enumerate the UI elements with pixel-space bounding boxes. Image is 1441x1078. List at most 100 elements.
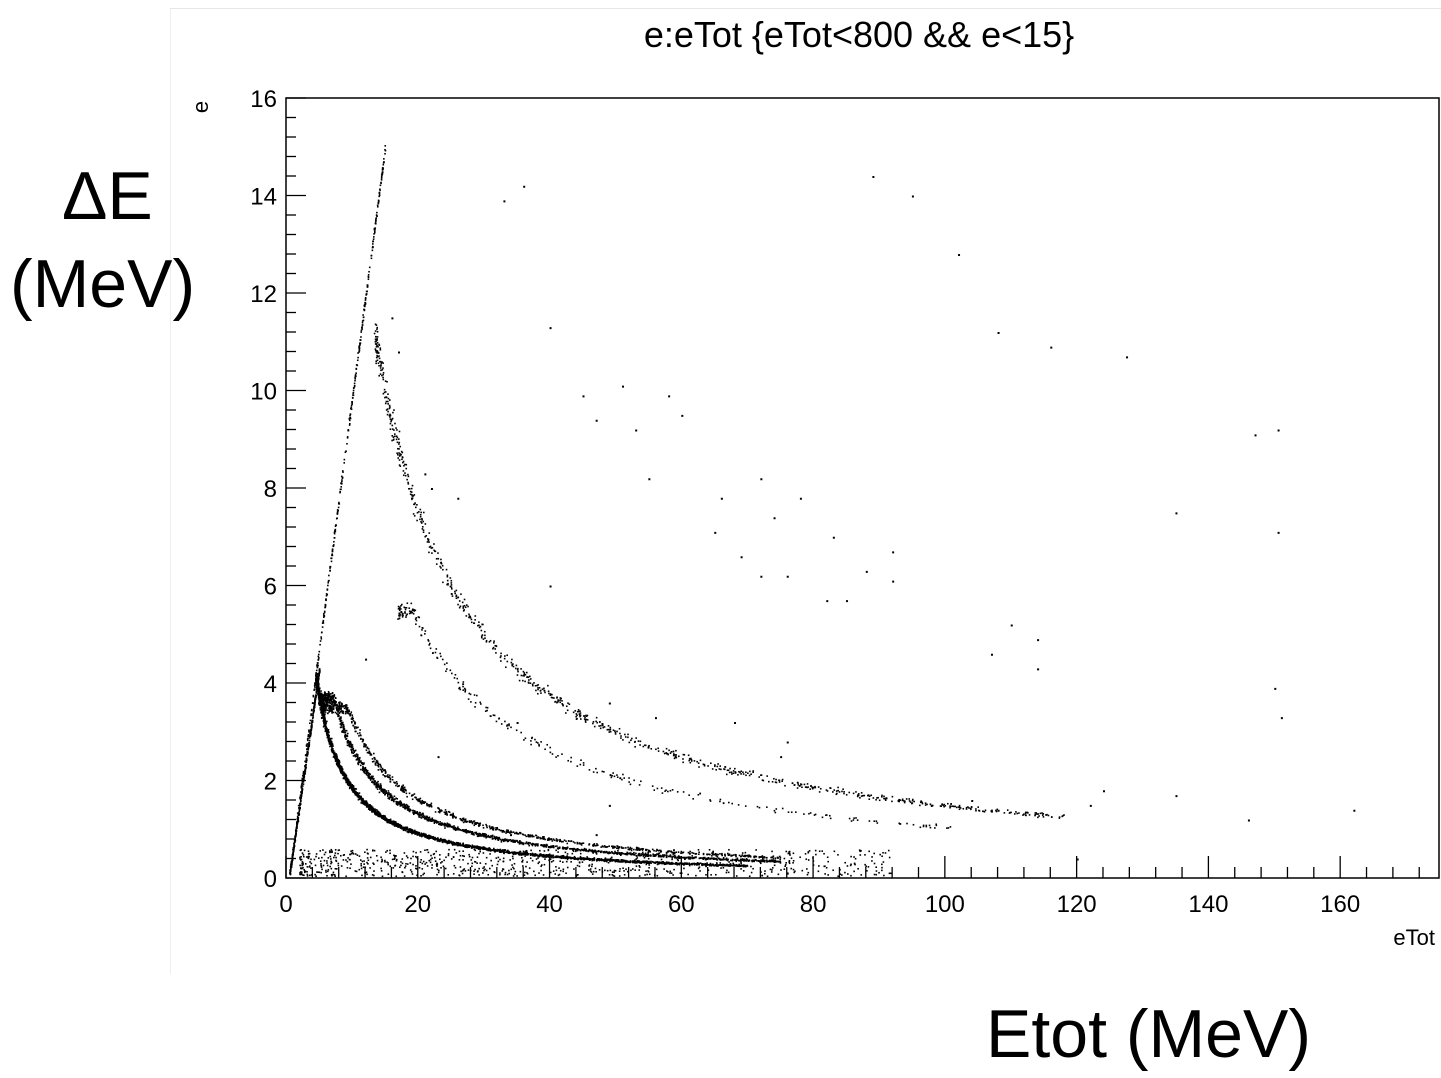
data-point — [609, 859, 611, 861]
data-point — [729, 859, 732, 862]
data-point — [339, 723, 342, 725]
data-point — [404, 807, 407, 809]
data-point — [763, 860, 766, 863]
data-point — [384, 145, 387, 147]
data-point — [474, 831, 476, 834]
data-point — [420, 803, 423, 805]
data-point — [495, 837, 498, 839]
data-point — [360, 796, 362, 799]
data-point — [676, 863, 679, 866]
data-point — [723, 863, 726, 866]
data-point — [300, 793, 303, 796]
data-point — [289, 873, 292, 876]
data-point — [353, 787, 356, 790]
data-point — [387, 790, 390, 792]
data-point — [330, 560, 333, 563]
data-point — [453, 843, 455, 846]
data-point — [607, 858, 609, 861]
data-point — [304, 769, 306, 772]
data-point — [382, 792, 385, 794]
data-point — [301, 785, 304, 787]
data-point — [319, 700, 321, 703]
data-point — [337, 765, 340, 768]
data-point — [650, 860, 652, 863]
data-point — [342, 774, 345, 776]
data-point — [320, 699, 323, 701]
data-point — [352, 785, 355, 788]
data-point — [511, 851, 514, 854]
data-point — [375, 214, 378, 217]
data-point — [320, 637, 323, 640]
data-point — [640, 854, 643, 857]
data-point — [432, 838, 435, 840]
data-point — [372, 246, 374, 249]
data-point — [690, 863, 692, 866]
data-point — [380, 786, 382, 788]
data-point — [349, 417, 352, 420]
data-point — [337, 509, 340, 512]
data-point — [636, 862, 638, 864]
data-point — [300, 795, 303, 798]
data-point — [324, 725, 326, 727]
data-point — [334, 754, 337, 756]
data-point — [296, 824, 298, 827]
data-point — [300, 799, 302, 802]
data-point — [295, 826, 298, 829]
data-point — [637, 861, 639, 863]
data-point — [400, 802, 402, 804]
data-point — [493, 847, 495, 850]
data-point — [363, 304, 366, 307]
data-point — [397, 802, 399, 804]
data-point — [646, 861, 648, 864]
data-point — [329, 743, 332, 745]
data-point — [355, 364, 358, 366]
data-point — [330, 696, 333, 699]
data-point — [339, 488, 342, 491]
data-point — [306, 748, 308, 751]
data-point — [307, 747, 309, 750]
data-point — [566, 846, 569, 849]
data-point — [358, 794, 360, 797]
data-point — [677, 862, 680, 865]
data-point — [296, 820, 299, 823]
data-point — [349, 742, 352, 745]
data-point — [333, 540, 335, 543]
data-point — [536, 844, 539, 847]
data-point — [374, 227, 377, 229]
data-point — [297, 820, 300, 822]
data-point — [409, 829, 411, 831]
data-point — [639, 854, 641, 857]
data-point — [385, 792, 387, 794]
data-point — [393, 799, 395, 801]
data-point — [688, 864, 691, 867]
data-point — [726, 858, 728, 861]
data-point — [641, 849, 644, 851]
data-point — [343, 774, 346, 776]
data-point — [351, 784, 353, 787]
data-point — [591, 858, 594, 861]
data-point — [561, 840, 563, 843]
data-point — [295, 827, 298, 830]
data-point — [303, 776, 306, 778]
data-point — [691, 863, 693, 866]
data-point — [407, 808, 410, 810]
data-point — [538, 854, 541, 857]
data-point — [718, 864, 721, 866]
data-point — [290, 865, 293, 867]
data-point — [516, 851, 518, 854]
data-point — [346, 740, 349, 743]
data-point — [720, 859, 722, 861]
data-point — [329, 695, 331, 697]
data-point — [380, 176, 383, 178]
data-point — [382, 162, 385, 164]
data-point — [324, 723, 327, 726]
data-point — [414, 832, 416, 835]
data-point — [318, 702, 320, 705]
data-point — [389, 822, 392, 824]
data-point — [327, 733, 330, 736]
data-point — [674, 855, 677, 858]
data-point — [321, 700, 323, 702]
data-point — [340, 770, 342, 772]
data-point — [313, 704, 316, 707]
data-point — [372, 808, 375, 810]
